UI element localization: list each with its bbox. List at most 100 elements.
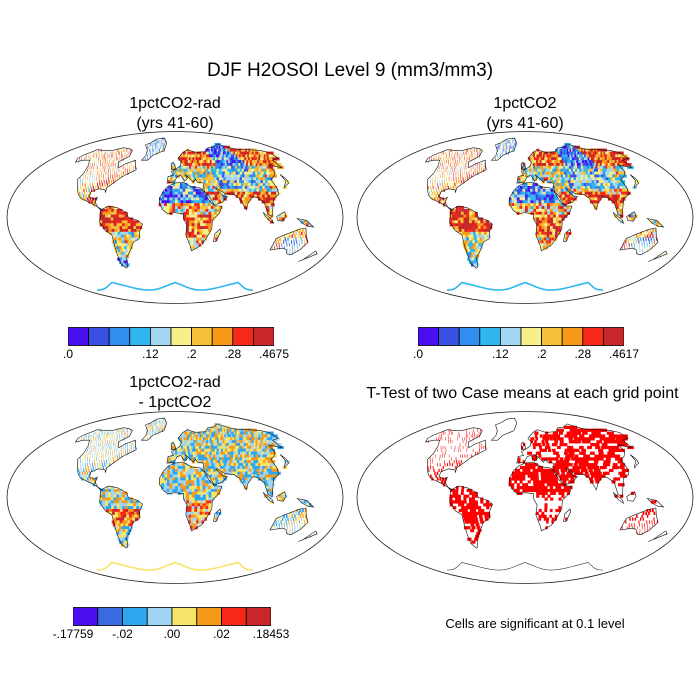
colorbar-swatch [97,607,123,626]
colorbar-swatch [122,607,148,626]
map-border [356,131,694,304]
colorbar-diff-labels: -.17759 -.02 .00 .02 .18453 [53,627,290,643]
coastline-uk [170,161,177,171]
colorbar-swatch [88,327,110,346]
panel-title-ttest-line1: T-Test of two Case means at each grid po… [366,385,679,402]
significance-note: Cells are significant at 0.1 level [445,616,625,631]
colorbar-tick-label: .02 [213,627,230,641]
colorbar-tick-label: .4675 [258,347,290,361]
colorbar-tick-label: .2 [186,347,197,361]
coastline-new-zealand [648,530,668,542]
panel-title-diff: 1pctCO2-rad - 1pctCO2 [15,373,335,413]
coastlines [424,417,668,549]
colorbar-rad: .0 .12 .2 .28 .4675 [63,327,289,361]
colorbar-ctrl-labels: .0 .12 .2 .28 .4617 [413,347,639,363]
coastline-australia [619,507,659,536]
map-panel-rad [5,130,345,305]
coastline-north-america [424,427,487,491]
colorbar-tick-label: .28 [574,347,592,361]
colorbar-tick-label: .4617 [608,347,640,361]
coastline-indonesia-borneo [276,211,287,222]
coastline-new-guinea [296,497,315,508]
colorbar-swatch [232,327,254,346]
colorbar-swatch [479,327,501,346]
colorbar-swatch [129,327,151,346]
coastline-new-zealand [298,250,318,262]
coastline-new-guinea [646,497,665,508]
colorbar-swatch [541,327,563,346]
colorbar-tick-label: .28 [224,347,242,361]
colorbar-diff: -.17759 -.02 .00 .02 .18453 [53,607,289,641]
panel-title-ctrl: 1pctCO2 (yrs 41-60) [365,94,685,134]
coastline-new-zealand [648,250,668,262]
coastline-sumatra [262,491,275,504]
coastline-sumatra [612,211,625,224]
coastline-south-america [99,205,143,269]
colorbar-tick-label: -.17759 [52,627,94,641]
coastline-japan [629,174,640,190]
panel-title-ttest: T-Test of two Case means at each grid po… [345,384,700,404]
colorbar-swatch [221,607,247,626]
colorbar-swatch [146,607,173,626]
colorbar-tick-label: -.02 [112,627,133,641]
colorbar-swatch [438,327,460,346]
coastlines [424,137,668,269]
map-panel-ttest [355,410,695,585]
colorbar-ctrl: .0 .12 .2 .28 .4617 [413,327,639,361]
colorbar-tick-label: .12 [142,347,159,361]
coastline-madagascar [563,228,571,242]
colorbar-swatch [417,327,440,346]
panel-title-diff-line1: 1pctCO2-rad [129,374,221,391]
coastline-north-america [74,147,137,211]
colorbar-tick-label: .12 [492,347,509,361]
colorbar-swatch [72,607,99,626]
coastline-africa [159,461,223,532]
colorbar-swatch [150,327,172,346]
colorbar-swatch [458,327,481,346]
panel-title-rad-line1: 1pctCO2-rad [129,95,221,112]
coastline-north-america [424,147,487,211]
panel-title-rad-line2: (yrs 41-60) [136,115,214,132]
coastline-uk [520,161,527,171]
panel-title-ctrl-line1: 1pctCO2 [493,95,557,112]
coastline-japan [629,454,640,470]
coastline-africa [159,181,223,252]
coastline-uk [170,441,177,451]
colorbar-swatch [211,327,234,346]
coastline-greenland [140,417,168,441]
coastline-africa [509,181,573,252]
map-ttest [356,411,694,584]
colorbar-tick-label: .18453 [252,627,290,641]
colorbar-ctrl-swatches [417,327,625,346]
panel-title-rad: 1pctCO2-rad (yrs 41-60) [15,94,335,134]
colorbar-tick-label: .0 [412,347,424,361]
colorbar-swatch [582,327,604,346]
colorbar-rad-swatches [67,327,275,346]
colorbar-swatch [67,327,90,346]
colorbar-swatch [252,327,275,346]
coastline-new-guinea [646,217,665,228]
colorbar-swatch [196,607,222,626]
coastline-australia [619,227,659,256]
colorbar-diff-swatches [72,607,272,626]
coastline-sumatra [612,491,625,504]
coastline-greenland [490,137,518,161]
colorbar-tick-label: .0 [62,347,74,361]
map-diff [6,411,344,584]
colorbar-tick-label: .2 [536,347,547,361]
coastlines [74,137,318,269]
colorbar-swatch [561,327,584,346]
coastline-japan [279,174,290,190]
coastline-new-guinea [296,217,315,228]
coastlines [74,417,318,549]
colorbar-swatch [500,327,522,346]
panel-title-ctrl-line2: (yrs 41-60) [486,115,564,132]
colorbar-swatch [171,607,198,626]
map-border [6,411,344,584]
coastline-eurasia [166,143,283,217]
coastline-north-america [74,427,137,491]
colorbar-swatch [170,327,193,346]
coastline-eurasia [516,423,633,497]
map-cells [427,137,667,267]
colorbar-swatch [191,327,213,346]
